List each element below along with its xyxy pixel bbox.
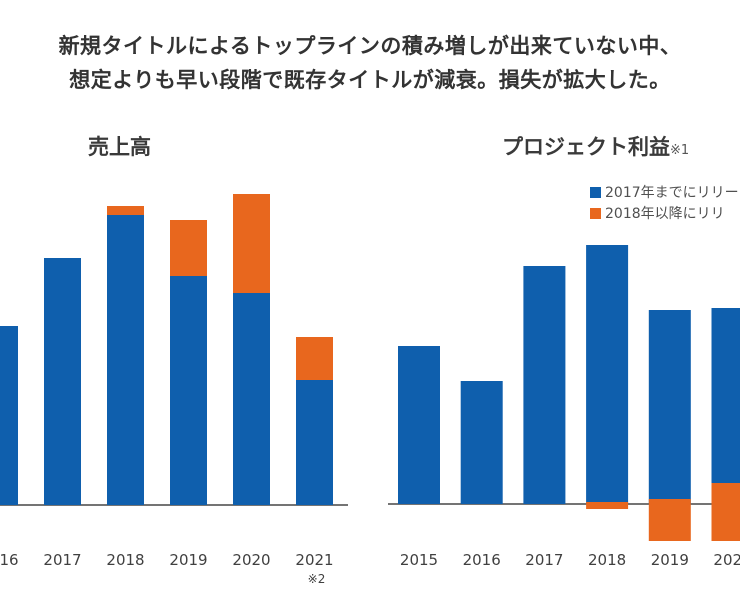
sales-x-note-2021: ※2	[308, 572, 326, 586]
sales-bar-pre2017-2018	[107, 215, 144, 505]
profit-x-label-2019: 2019	[651, 551, 689, 569]
sales-bar-post2018-2020	[233, 194, 270, 293]
profit-bar-pre2017-2016	[460, 381, 503, 504]
profit-bar-pre2017-2017	[523, 266, 566, 504]
profit-title-note: ※1	[670, 143, 690, 158]
profit-bar-post2018-2019	[648, 499, 691, 541]
profit-legend: 2017年までにリリー 2018年以降にリリ	[590, 183, 739, 225]
profit-x-label-2015: 2015	[400, 551, 438, 569]
profit-bar-pre2017-2015	[398, 346, 440, 504]
sales-bar-pre2017-2021	[296, 380, 333, 505]
headline-line-1: 新規タイトルによるトップラインの積み増しが出来ていない中、	[58, 34, 682, 58]
profit-chart-title: プロジェクト利益※1	[502, 131, 689, 161]
legend-swatch-orange	[590, 208, 601, 219]
sales-chart-title: 売上高	[88, 135, 151, 159]
profit-bar-post2018-2020	[711, 483, 740, 541]
profit-bar-pre2017-2019	[648, 310, 691, 504]
sales-bar-pre2017-2016	[0, 326, 18, 505]
profit-x-label-2016: 2016	[463, 551, 501, 569]
profit-title-text: プロジェクト利益	[502, 135, 670, 159]
sales-bar-pre2017-2019	[170, 276, 207, 505]
sales-x-label-2020: 2020	[232, 551, 270, 569]
sales-x-label-2019: 2019	[169, 551, 207, 569]
sales-x-label-2017: 2017	[43, 551, 81, 569]
sales-x-label-2021: 2021	[295, 551, 333, 569]
sales-x-label-2018: 2018	[106, 551, 144, 569]
legend-item-post2018: 2018年以降にリリ	[590, 204, 739, 225]
legend-label: 2017年までにリリー	[605, 185, 739, 201]
legend-swatch-blue	[590, 187, 601, 198]
sales-bar-post2018-2021	[296, 337, 333, 380]
sales-bar-post2018-2018	[107, 206, 144, 215]
sales-x-label-2016: 2016	[0, 551, 19, 569]
sales-bar-pre2017-2020	[233, 293, 270, 505]
profit-x-label-2018: 2018	[588, 551, 626, 569]
profit-bar-pre2017-2020	[711, 308, 740, 504]
headline-line-2: 想定よりも早い段階で既存タイトルが減衰。損失が拡大した。	[69, 68, 671, 92]
profit-bar-pre2017-2018	[586, 245, 629, 504]
legend-label: 2018年以降にリリ	[605, 206, 725, 222]
legend-item-pre2017: 2017年までにリリー	[590, 183, 739, 204]
sales-bar-pre2017-2017	[44, 258, 81, 505]
sales-bar-post2018-2019	[170, 220, 207, 276]
profit-x-label-2020: 2020	[713, 551, 740, 569]
profit-bar-post2018-2018	[586, 502, 629, 509]
profit-x-label-2017: 2017	[525, 551, 563, 569]
